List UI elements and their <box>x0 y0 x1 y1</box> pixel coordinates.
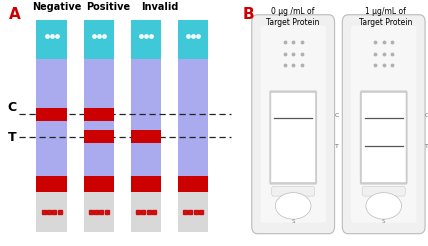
Text: Invalid: Invalid <box>141 2 179 12</box>
FancyBboxPatch shape <box>360 90 407 184</box>
FancyBboxPatch shape <box>272 186 315 196</box>
Text: 0 μg /mL of
Target Protein: 0 μg /mL of Target Protein <box>267 7 320 27</box>
Ellipse shape <box>366 193 401 219</box>
Bar <box>36 20 67 59</box>
Bar <box>178 20 208 59</box>
Text: T: T <box>425 144 428 149</box>
Text: 1 μg/mL of
Target Protein: 1 μg/mL of Target Protein <box>359 7 412 27</box>
Text: S: S <box>291 219 295 224</box>
Bar <box>178 192 208 232</box>
FancyBboxPatch shape <box>260 26 326 223</box>
Bar <box>131 192 161 232</box>
Text: C: C <box>7 101 16 114</box>
Bar <box>178 176 208 192</box>
FancyBboxPatch shape <box>269 90 317 184</box>
Bar <box>83 108 114 121</box>
Bar <box>36 176 67 192</box>
Text: Positive: Positive <box>86 2 131 12</box>
Bar <box>83 59 114 192</box>
Text: T: T <box>335 144 339 149</box>
Text: Negative: Negative <box>32 2 81 12</box>
Text: A: A <box>9 7 21 22</box>
FancyBboxPatch shape <box>271 92 315 183</box>
Bar <box>131 176 161 192</box>
FancyBboxPatch shape <box>361 92 406 183</box>
FancyBboxPatch shape <box>362 186 405 196</box>
Bar <box>36 59 67 192</box>
FancyBboxPatch shape <box>252 15 335 234</box>
Bar <box>83 130 114 143</box>
Bar <box>83 192 114 232</box>
Bar <box>36 108 67 121</box>
Text: B: B <box>243 7 255 22</box>
Ellipse shape <box>275 193 311 219</box>
FancyBboxPatch shape <box>351 26 416 223</box>
Bar <box>36 192 67 232</box>
Bar <box>83 176 114 192</box>
Text: C: C <box>335 113 339 118</box>
Text: C: C <box>425 113 428 118</box>
Bar <box>178 59 208 192</box>
Bar <box>131 59 161 192</box>
Text: T: T <box>8 131 16 144</box>
Text: S: S <box>382 219 386 224</box>
Bar <box>83 20 114 59</box>
Bar <box>131 20 161 59</box>
FancyBboxPatch shape <box>342 15 425 234</box>
Bar <box>131 130 161 143</box>
